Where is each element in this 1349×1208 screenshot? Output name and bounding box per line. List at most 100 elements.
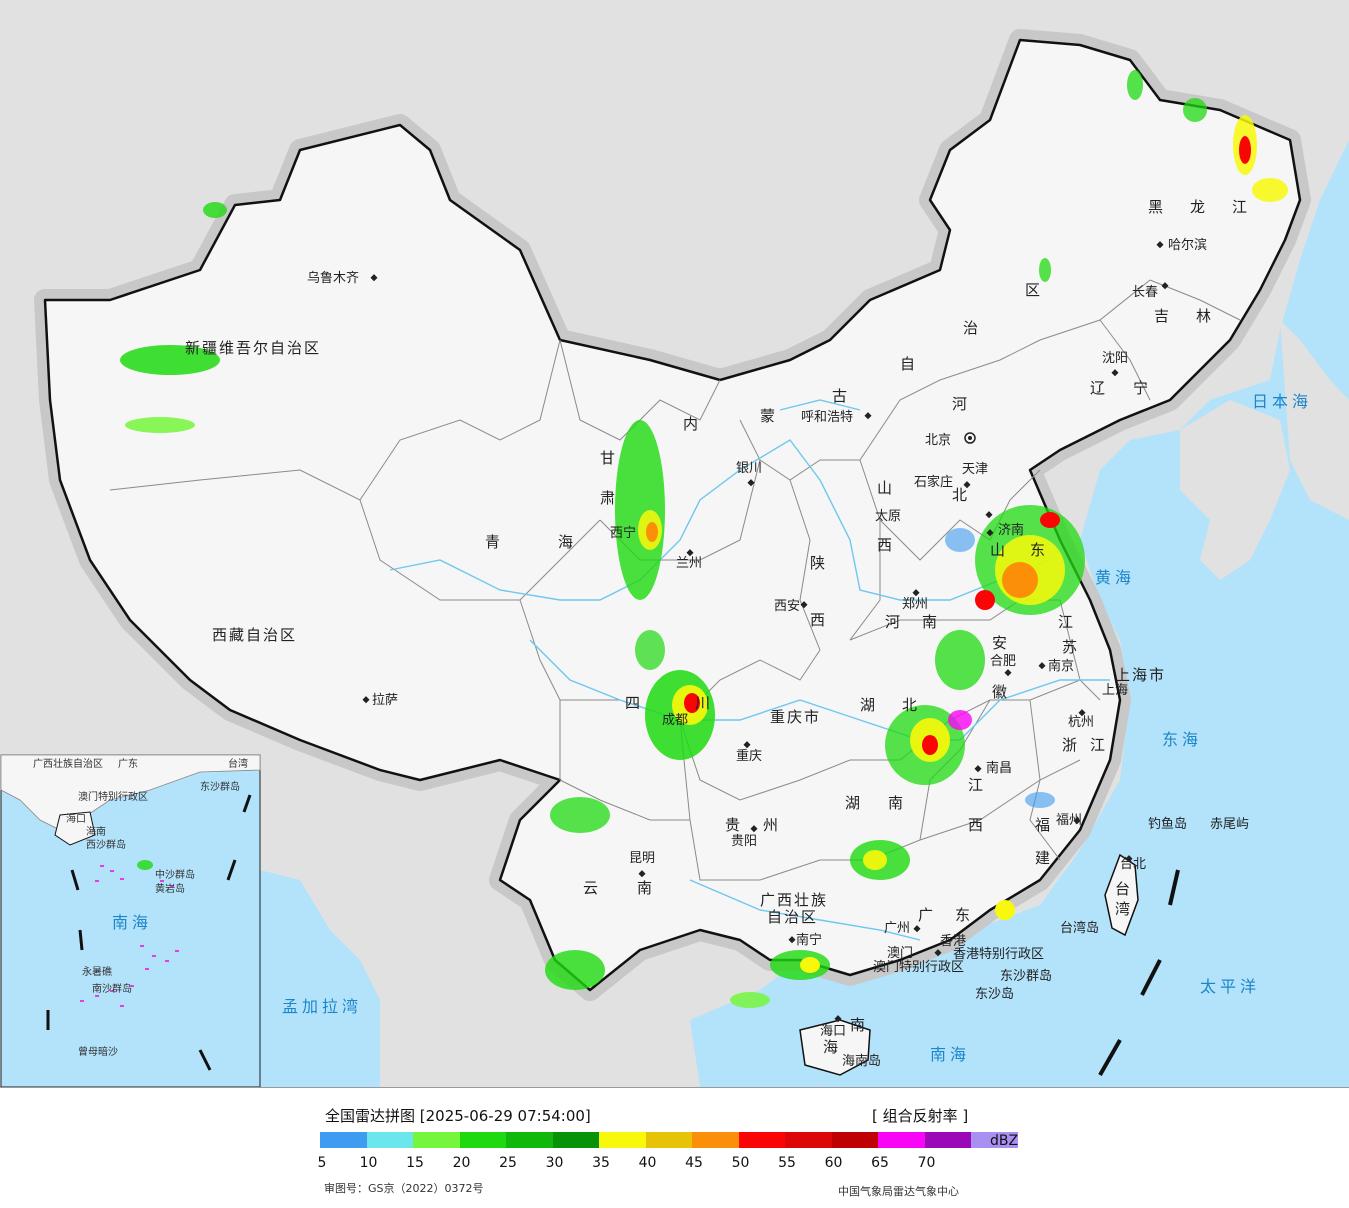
legend-tick: 50 <box>731 1155 750 1171</box>
city-shanghai: 上海 <box>1102 683 1128 698</box>
label-shandong-2: 东 <box>1030 541 1047 559</box>
city-nanchang: 南昌 <box>986 760 1012 776</box>
label-fujian-1: 福 <box>1035 816 1052 834</box>
label-taiwan-2: 湾 <box>1115 900 1132 918</box>
legend-swatch <box>645 1132 692 1148</box>
label-nmg-5: 治 <box>963 319 980 337</box>
city-taipei: 台北 <box>1120 857 1146 872</box>
inset-taiwan: 台湾 <box>228 757 248 770</box>
island-hainan: 海南岛 <box>842 1053 881 1069</box>
legend-swatch <box>599 1132 646 1148</box>
label-chongqing: 重庆市 <box>770 708 821 726</box>
city-macau: 澳门 <box>887 945 913 961</box>
inset-south-sea: 南海 <box>112 913 152 932</box>
label-hebei-2: 北 <box>952 486 969 504</box>
sea-area <box>690 0 1349 1087</box>
city-hongkong: 香港 <box>940 934 966 949</box>
city-nanning: 南宁 <box>796 932 822 948</box>
sea-east: 东海 <box>1162 730 1202 749</box>
label-henan-1: 河 <box>885 613 902 631</box>
sea-labels: 日本海 黄海 东海 太平洋 南海 孟加拉湾 <box>282 392 1308 1064</box>
legend-tick: 40 <box>638 1155 657 1171</box>
china-radar-map: 新疆维吾尔自治区 西藏自治区 青 海 甘 肃 内 蒙 古 自 治 区 黑 龙 江… <box>0 0 1349 1087</box>
city-chongqing: 重庆 <box>736 748 762 764</box>
label-shanghai: 上海市 <box>1115 666 1166 684</box>
label-jiangxi-1: 江 <box>968 776 985 794</box>
label-hubei-2: 北 <box>902 696 919 714</box>
sea-west <box>260 870 380 1087</box>
label-qinghai-2: 海 <box>558 533 575 551</box>
label-nmg-3: 古 <box>832 387 849 405</box>
inset-hainan: 海南 <box>86 825 106 838</box>
sea-bengal: 孟加拉湾 <box>282 997 362 1016</box>
label-hubei-1: 湖 <box>860 696 877 714</box>
city-hefei: 合肥 <box>990 654 1016 669</box>
legend-tick: 25 <box>499 1155 517 1171</box>
label-yunnan-1: 云 <box>583 879 600 897</box>
legend-swatch <box>971 1132 1018 1148</box>
label-anhui-1: 安 <box>992 634 1009 652</box>
south-sea-inset: 广西壮族自治区 广东 台湾 澳门特别行政区 东沙群岛 海口 海南 西沙群岛 中沙… <box>0 754 261 1087</box>
label-nmg-4: 自 <box>900 355 917 373</box>
legend-swatch <box>924 1132 971 1148</box>
label-taiwan-1: 台 <box>1115 880 1132 898</box>
label-liaoning-1: 辽 <box>1090 379 1107 397</box>
inset-zhongsha: 中沙群岛 <box>155 868 195 881</box>
label-sichuan-2: 川 <box>695 694 712 712</box>
province-labels: 新疆维吾尔自治区 西藏自治区 青 海 甘 肃 内 蒙 古 自 治 区 黑 龙 江… <box>185 198 1247 1056</box>
sea-yellow: 黄海 <box>1095 568 1135 587</box>
legend-swatch <box>785 1132 832 1148</box>
label-hlj-1: 黑 <box>1148 198 1165 216</box>
legend-tick: 10 <box>359 1155 378 1171</box>
inset-dongsha: 东沙群岛 <box>200 780 240 793</box>
legend-unit: dBZ <box>990 1133 1019 1149</box>
label-tibet: 西藏自治区 <box>212 626 297 644</box>
city-fuzhou: 福州 <box>1056 813 1082 828</box>
city-xian: 西安 <box>774 599 800 614</box>
city-harbin: 哈尔滨 <box>1168 237 1207 253</box>
legend-product: [ 组合反射率 ] <box>872 1107 969 1125</box>
label-guizhou-2: 州 <box>763 816 780 834</box>
legend-tick: 15 <box>406 1155 424 1171</box>
label-shandong-1: 山 <box>990 541 1007 559</box>
legend-swatch <box>831 1132 878 1148</box>
korea-japan-land <box>1180 320 1349 580</box>
label-jilin-2: 林 <box>1196 307 1213 325</box>
legend-tick: 35 <box>592 1155 610 1171</box>
city-guangzhou: 广州 <box>884 921 910 936</box>
label-hunan-2: 南 <box>888 794 905 812</box>
label-guizhou-1: 贵 <box>725 816 742 834</box>
legend-title: 全国雷达拼图 [2025-06-29 07:54:00] <box>325 1107 591 1125</box>
city-urumqi: 乌鲁木齐 <box>307 270 359 286</box>
label-zhejiang-2: 江 <box>1090 736 1107 754</box>
label-sichuan-1: 四 <box>625 694 642 712</box>
label-tianjin: 天津 <box>962 462 988 477</box>
legend-tick: 30 <box>545 1155 564 1171</box>
legend-tick: 65 <box>871 1155 889 1171</box>
label-gansu-1: 甘 <box>600 449 617 467</box>
label-jiangsu-2: 苏 <box>1062 638 1079 656</box>
city-guiyang: 贵阳 <box>731 834 757 849</box>
legend-tick: 20 <box>452 1155 471 1171</box>
island-taiwan: 台湾岛 <box>1060 920 1099 936</box>
city-chengdu: 成都 <box>662 713 688 728</box>
island-chiwei: 赤尾屿 <box>1210 817 1249 832</box>
inset-huangyan: 黄岩岛 <box>155 882 185 895</box>
legend-swatch <box>413 1132 460 1148</box>
inset-haikou: 海口 <box>66 812 86 825</box>
inset-hk-mo: 澳门特别行政区 <box>78 790 148 803</box>
island-diaoyu: 钓鱼岛 <box>1148 816 1187 832</box>
sea-south: 南海 <box>930 1045 970 1064</box>
inset-yongshu: 永暑礁 <box>82 965 112 978</box>
inset-guangdong: 广东 <box>118 757 138 770</box>
inset-nansha: 南沙群岛 <box>92 982 132 995</box>
legend-tick: 60 <box>824 1155 843 1171</box>
label-henan-2: 南 <box>922 613 939 631</box>
legend-swatch <box>459 1132 506 1148</box>
legend-swatch <box>878 1132 925 1148</box>
legend-panel: 全国雷达拼图 [2025-06-29 07:54:00] [ 组合反射率 ] d… <box>0 1087 1349 1208</box>
city-labels: 乌鲁木齐 拉萨 兰州 西宁 银川 呼和浩特 北京 石家庄 太原 济南 郑州 西安… <box>307 237 1207 1039</box>
legend-swatch <box>366 1132 413 1148</box>
sea-pacific: 太平洋 <box>1200 977 1260 996</box>
